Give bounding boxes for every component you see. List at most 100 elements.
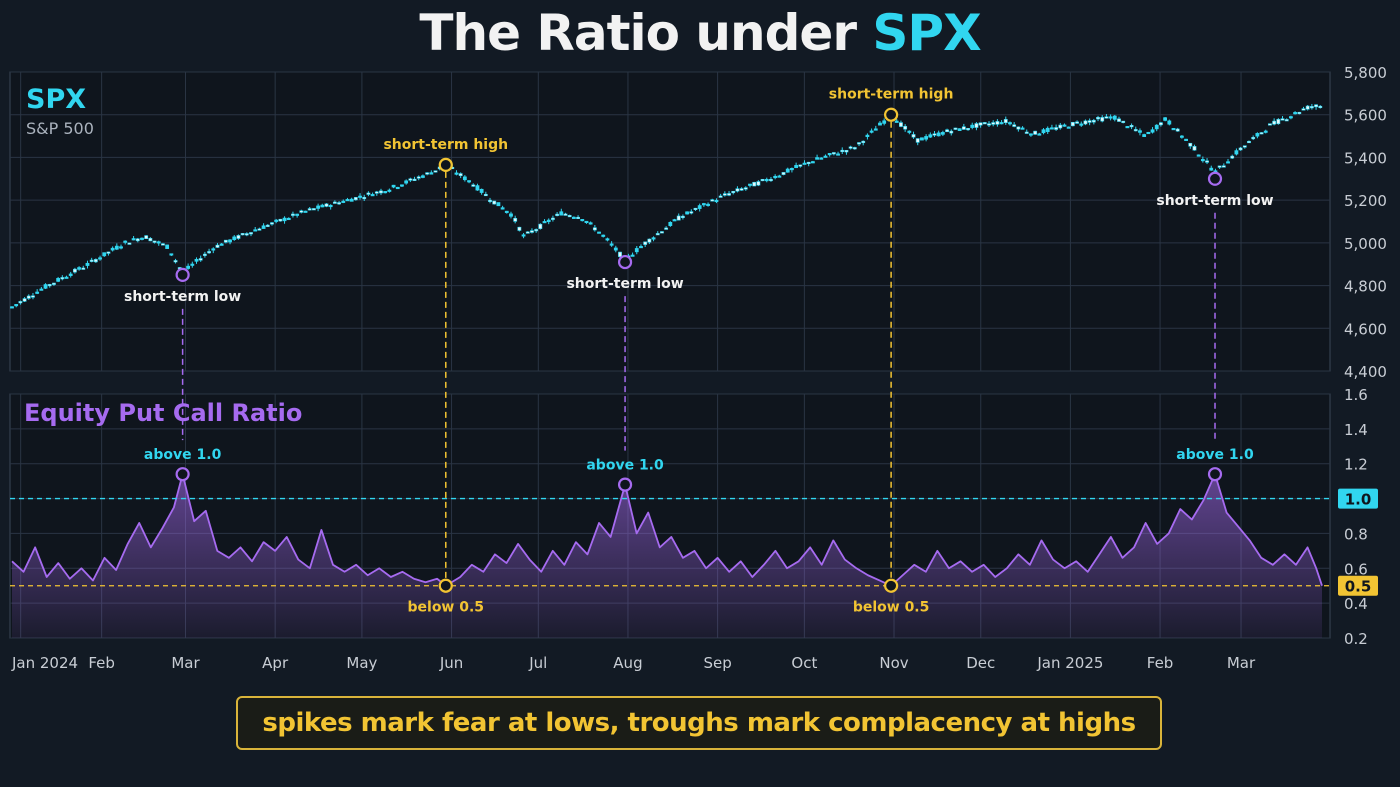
candle-body (701, 203, 706, 206)
candle-body (559, 211, 564, 216)
candle-body (773, 175, 778, 179)
candle-body (676, 215, 681, 221)
candle-body (479, 188, 484, 193)
candle-body (286, 217, 291, 221)
candle-body (857, 142, 861, 145)
y-tick-label: 1.2 (1344, 456, 1368, 474)
candle-body (119, 246, 123, 249)
candle-body (72, 268, 77, 273)
candle-body (1230, 155, 1235, 159)
candle-body (509, 213, 513, 217)
candle-body (685, 211, 689, 215)
candle-body (1280, 118, 1285, 121)
candle-body (836, 153, 840, 156)
y-tick-label: 5,400 (1344, 149, 1387, 167)
candle-body (404, 180, 409, 184)
candle-body (114, 245, 119, 250)
candle-body (416, 176, 421, 179)
candle-body (722, 193, 727, 196)
candle-body (391, 184, 396, 188)
candle-body (278, 218, 283, 222)
candle-body (102, 252, 107, 257)
candle-body (261, 225, 266, 229)
candle-body (93, 259, 98, 263)
candle-body (995, 121, 1000, 125)
candle-body (253, 229, 258, 232)
candle-body (597, 231, 601, 234)
candle-body (563, 213, 568, 216)
candle-body (56, 278, 61, 282)
candle-body (366, 192, 371, 195)
candle-body (777, 175, 782, 178)
spx-annotation-label: short-term low (1156, 193, 1273, 209)
candle-body (794, 165, 799, 169)
candle-body (1075, 121, 1079, 124)
candle-body (831, 152, 836, 155)
candle-body (920, 137, 924, 141)
candle-body (681, 215, 685, 218)
candle-body (110, 247, 115, 251)
candle-body (379, 190, 383, 194)
title-prefix: The Ratio under (419, 4, 873, 62)
candle-body (844, 150, 849, 153)
candle-body (488, 199, 492, 202)
candle-body (848, 146, 853, 149)
caption-box: spikes mark fear at lows, troughs mark c… (236, 696, 1162, 750)
candle-body (538, 223, 543, 229)
candle-body (819, 157, 824, 160)
candle-body (421, 175, 425, 178)
candle-body (211, 248, 216, 251)
candle-body (362, 196, 367, 200)
candle-body (89, 259, 94, 262)
candle-body (64, 276, 69, 279)
candle-body (408, 178, 413, 181)
candle-body (148, 238, 153, 242)
candle-body (1050, 127, 1054, 130)
candle-body (1100, 117, 1105, 122)
candle-body (584, 220, 589, 224)
page-title: The Ratio under SPX (0, 4, 1400, 62)
candle-body (219, 243, 224, 246)
spx-annotation-label: short-term high (383, 137, 508, 153)
candle-body (400, 184, 404, 187)
candle-body (1268, 123, 1272, 126)
candle-body (1272, 120, 1277, 125)
candle-body (312, 208, 316, 211)
candle-body (978, 122, 983, 126)
candle-body (320, 204, 325, 208)
candle-body (970, 124, 975, 128)
x-tick-label: Mar (1227, 654, 1256, 672)
candle-body (1041, 129, 1046, 134)
candle-body (454, 172, 459, 175)
candle-body (1117, 118, 1121, 122)
title-highlight: SPX (872, 4, 981, 62)
candle-body (634, 248, 639, 253)
y-tick-label: 5,000 (1344, 235, 1387, 253)
candle-body (332, 201, 337, 204)
candle-body (735, 188, 740, 192)
candle-body (135, 238, 140, 242)
candle-body (165, 244, 170, 249)
candle-body (932, 133, 937, 136)
candle-body (1175, 128, 1180, 132)
candle-body (316, 205, 321, 209)
ratio-thresholds: 1.0 0.5 (10, 488, 1378, 596)
candle-body (1284, 119, 1289, 122)
candle-body (1196, 154, 1201, 157)
candle-body (140, 237, 144, 240)
ratio-title: Equity Put Call Ratio (24, 399, 302, 427)
candle-body (504, 210, 509, 213)
ratio-annotation-label: above 1.0 (1176, 447, 1254, 463)
ratio-extreme-marker (617, 477, 633, 492)
x-tick-label: Feb (1147, 654, 1174, 672)
candle-body (1070, 121, 1075, 127)
candle-body (1062, 124, 1067, 127)
candle-body (1058, 124, 1063, 129)
candle-body (714, 199, 719, 203)
spx-extreme-marker (438, 157, 453, 173)
candle-body (383, 191, 388, 194)
x-axis: Jan 2024 Feb Mar Apr May Jun Jul Aug Sep Oct Nov De… (11, 654, 1256, 672)
combined-chart: 4,400 4,600 4,800 5,000 5,200 5,400 5,600 5,800… (9, 64, 1387, 672)
candle-body (1138, 130, 1142, 133)
candle-body (869, 130, 874, 133)
